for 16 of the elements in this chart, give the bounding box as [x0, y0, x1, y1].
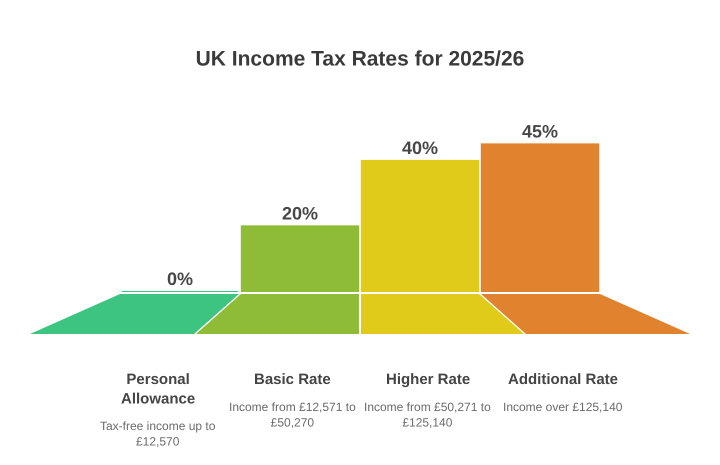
data-label: 45%	[522, 121, 558, 142]
text: Income over £125,140	[503, 400, 623, 414]
x-tick-label: Personal Allowance	[121, 371, 196, 408]
x-tick-label: Basic Rate	[254, 371, 331, 388]
x-tick-label: Higher Rate	[386, 371, 470, 388]
bar	[360, 160, 480, 292]
data-label: 20%	[282, 203, 318, 224]
x-tick-label: Additional Rate	[508, 371, 618, 388]
text: Income from £50,271 to £125,140	[364, 400, 492, 430]
data-label: 0%	[166, 269, 194, 289]
text: Tax-free income up to £12,570	[100, 419, 216, 449]
chart-title: UK Income Tax Rates for 2025/26	[196, 47, 524, 70]
text: Income from £12,571 to £50,270	[229, 400, 356, 430]
bar	[480, 143, 600, 292]
bar	[240, 225, 360, 292]
data-label: 40%	[402, 138, 438, 158]
